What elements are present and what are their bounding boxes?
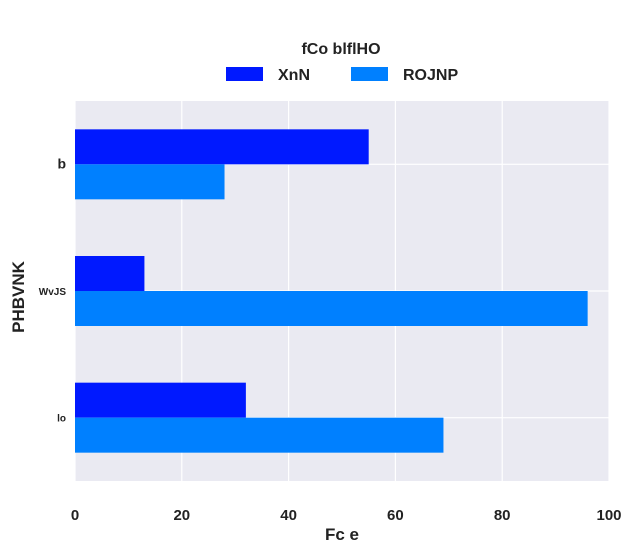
y-tick-label: b xyxy=(57,155,66,171)
bar-ROJNP-b xyxy=(75,164,225,200)
bars xyxy=(75,129,588,453)
x-tick-label: 60 xyxy=(387,507,404,524)
y-axis-label: PHBVNK xyxy=(9,260,28,333)
x-tick-labels: 0 20 40 60 80 100 xyxy=(71,507,622,524)
bar-XnN-b xyxy=(75,129,369,165)
x-tick-label: 80 xyxy=(494,507,511,524)
bar-XnN-WvJS xyxy=(75,256,145,291)
y-tick-labels: b WvJS lo xyxy=(39,155,67,424)
bar-XnN-lo xyxy=(75,382,246,418)
legend-swatch-ROJNP xyxy=(351,67,388,81)
x-axis-label: Fc e xyxy=(325,525,359,544)
x-tick-label: 40 xyxy=(280,507,297,524)
y-tick-label: lo xyxy=(57,414,66,425)
x-tick-label: 0 xyxy=(71,507,79,524)
bar-ROJNP-lo xyxy=(75,417,444,453)
legend: fCo blflHO XnN ROJNP xyxy=(226,41,458,84)
legend-label-XnN: XnN xyxy=(278,67,310,84)
x-tick-label: 100 xyxy=(596,507,621,524)
bar-ROJNP-WvJS xyxy=(75,291,588,326)
legend-swatch-XnN xyxy=(226,67,263,81)
y-tick-label: WvJS xyxy=(39,287,67,298)
x-tick-label: 20 xyxy=(173,507,190,524)
legend-label-ROJNP: ROJNP xyxy=(403,67,458,84)
legend-title: fCo blflHO xyxy=(301,41,380,58)
